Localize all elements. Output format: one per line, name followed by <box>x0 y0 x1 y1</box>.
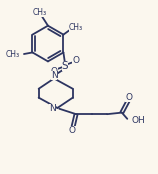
Text: O: O <box>72 56 79 65</box>
Text: S: S <box>62 61 68 71</box>
Text: CH₃: CH₃ <box>69 23 83 32</box>
Text: N: N <box>49 104 56 113</box>
Text: CH₃: CH₃ <box>5 50 19 58</box>
Text: N: N <box>51 71 57 80</box>
Text: O: O <box>69 126 76 135</box>
Text: O: O <box>125 93 132 102</box>
Text: CH₃: CH₃ <box>33 8 47 17</box>
Text: O: O <box>51 67 58 76</box>
Text: OH: OH <box>132 116 146 125</box>
